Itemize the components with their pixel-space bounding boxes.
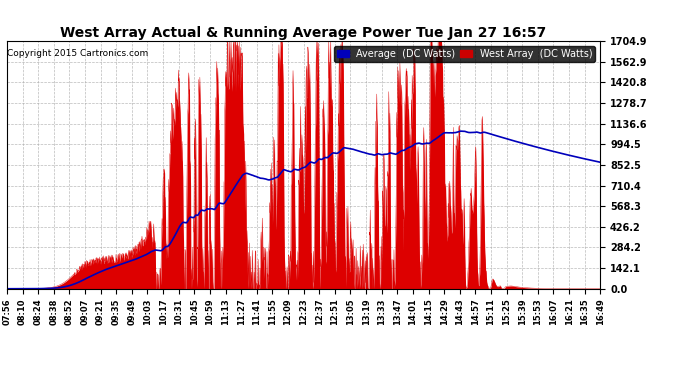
Title: West Array Actual & Running Average Power Tue Jan 27 16:57: West Array Actual & Running Average Powe… [61,26,546,40]
Legend: Average  (DC Watts), West Array  (DC Watts): Average (DC Watts), West Array (DC Watts… [334,46,595,62]
Text: Copyright 2015 Cartronics.com: Copyright 2015 Cartronics.com [8,49,149,58]
